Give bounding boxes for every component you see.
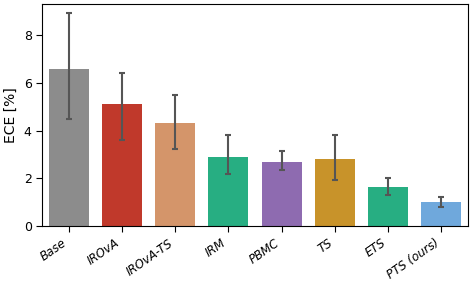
- Y-axis label: ECE [%]: ECE [%]: [4, 87, 18, 143]
- Bar: [155, 124, 195, 226]
- Bar: [368, 187, 408, 226]
- Bar: [102, 104, 142, 226]
- Bar: [49, 69, 89, 226]
- Bar: [209, 157, 248, 226]
- Bar: [261, 162, 302, 226]
- Bar: [315, 159, 355, 226]
- Bar: [421, 202, 461, 226]
